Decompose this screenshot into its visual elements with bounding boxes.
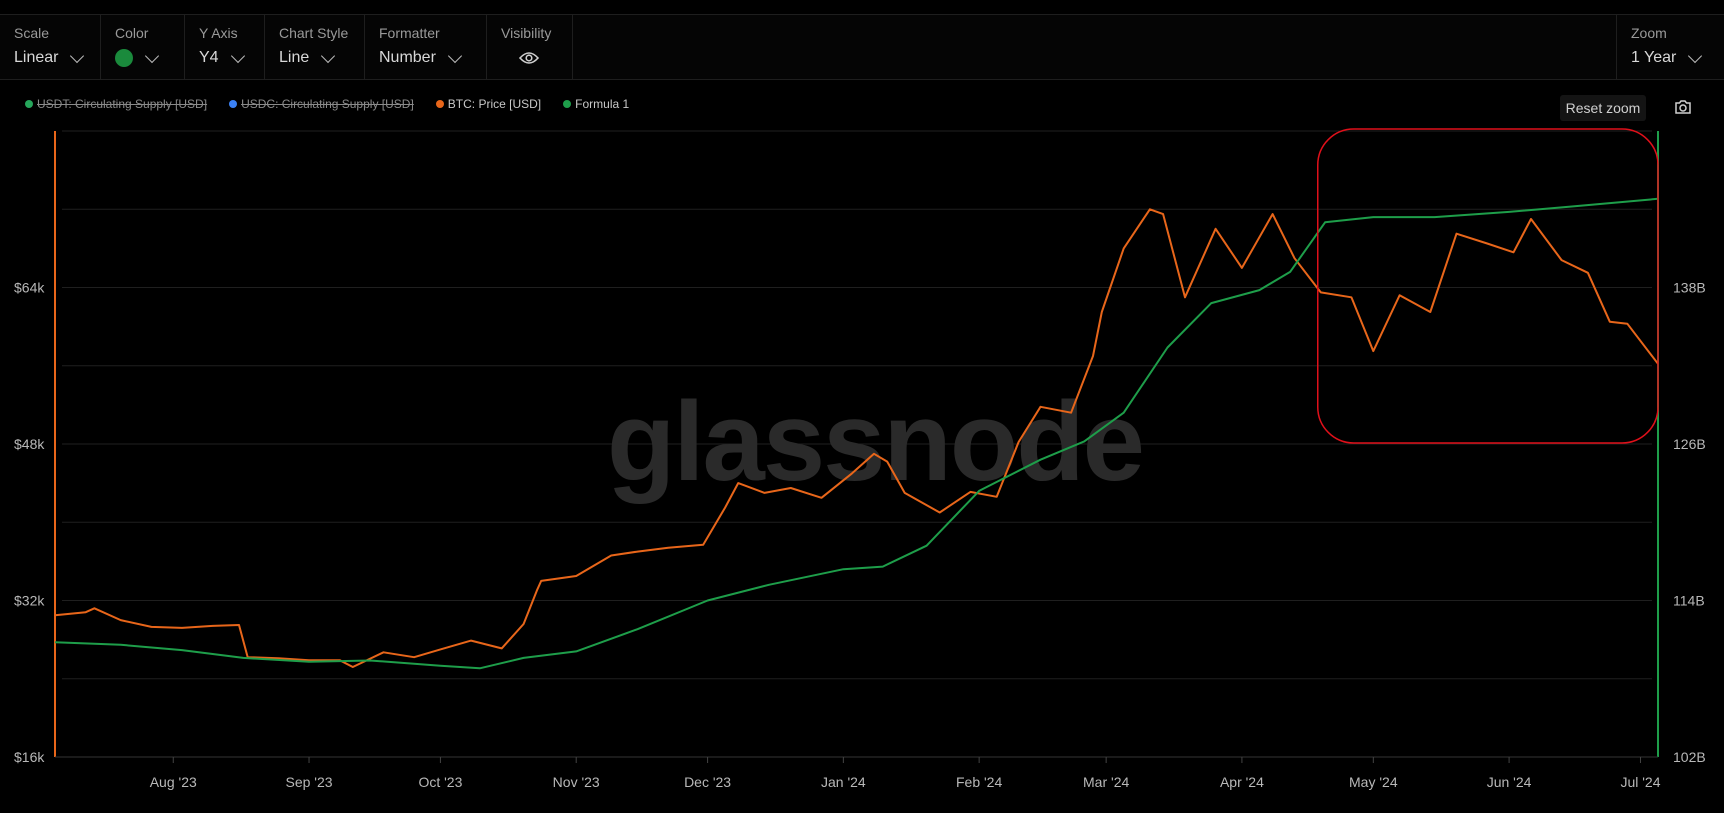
zoom-value: 1 Year xyxy=(1631,49,1677,66)
x-tick-label: Sep '23 xyxy=(286,774,333,790)
legend-item[interactable]: USDT: Circulating Supply [USD] xyxy=(25,96,207,112)
y-right-tick-label: 126B xyxy=(1673,436,1706,452)
chart-legend: USDT: Circulating Supply [USD] USDC: Circ… xyxy=(25,96,629,112)
color-selector[interactable]: Color xyxy=(101,15,185,79)
legend-dot-icon xyxy=(435,100,444,108)
reset-zoom-button[interactable]: Reset zoom xyxy=(1560,95,1646,121)
formatter-value: Number xyxy=(379,49,436,66)
y-axis-selector[interactable]: Y Axis Y4 xyxy=(185,15,265,79)
y-left-tick-label: $64k xyxy=(14,280,45,296)
legend-dot-icon xyxy=(563,100,572,108)
btc-price-line xyxy=(54,208,1659,668)
chart-style-selector[interactable]: Chart Style Line xyxy=(265,15,365,79)
legend-label: USDT: Circulating Supply [USD] xyxy=(37,97,208,111)
legend-label: Formula 1 xyxy=(575,97,630,111)
scale-value: Linear xyxy=(14,49,59,66)
chart-style-value: Line xyxy=(279,49,310,66)
y-left-tick-label: $32k xyxy=(14,593,45,609)
scale-selector[interactable]: Scale Linear xyxy=(0,15,101,79)
formula-1-line xyxy=(54,197,1659,670)
legend-item[interactable]: USDC: Circulating Supply [USD] xyxy=(229,96,414,112)
series-lines xyxy=(54,197,1659,670)
color-swatch xyxy=(115,49,133,67)
highlight-region xyxy=(1317,128,1659,444)
x-tick-label: Jan '24 xyxy=(821,774,866,790)
x-tick-label: Feb '24 xyxy=(956,774,1002,790)
legend-item[interactable]: Formula 1 xyxy=(563,96,629,112)
x-tick-label: Dec '23 xyxy=(684,774,731,790)
zoom-selector[interactable]: Zoom 1 Year xyxy=(1616,15,1724,79)
zoom-label: Zoom xyxy=(1631,25,1667,41)
y-left-tick-label: $16k xyxy=(14,749,45,765)
eye-icon xyxy=(519,52,539,64)
legend-dot-icon xyxy=(25,100,33,108)
camera-icon[interactable] xyxy=(1674,99,1692,115)
visibility-toggle[interactable]: Visibility xyxy=(487,15,573,79)
formatter-selector[interactable]: Formatter Number xyxy=(365,15,487,79)
y-axis-value: Y4 xyxy=(199,49,219,66)
visibility-label: Visibility xyxy=(501,25,552,41)
color-label: Color xyxy=(115,25,149,41)
legend-label: BTC: Price [USD] xyxy=(447,97,542,111)
y-axis-label: Y Axis xyxy=(199,25,238,41)
y-axis-ticks: $16k $32k $48k $64k 102B 114B 126B 138B xyxy=(14,280,1706,766)
x-axis-ticks: Aug '23 Sep '23 Oct '23 Nov '23 Dec '23 Jan '… xyxy=(150,757,1661,790)
x-tick-label: Jul '24 xyxy=(1620,774,1660,790)
x-tick-label: May '24 xyxy=(1349,774,1398,790)
chart-style-label: Chart Style xyxy=(279,25,349,41)
legend-label: USDC: Circulating Supply [USD] xyxy=(241,97,414,111)
legend-item[interactable]: BTC: Price [USD] xyxy=(435,96,542,112)
y-left-tick-label: $48k xyxy=(14,436,45,452)
x-tick-label: Apr '24 xyxy=(1220,774,1264,790)
y-right-tick-label: 102B xyxy=(1673,749,1706,765)
formatter-label: Formatter xyxy=(379,25,440,41)
legend-dot-icon xyxy=(229,100,238,108)
scale-label: Scale xyxy=(14,25,50,41)
y-right-tick-label: 138B xyxy=(1673,280,1706,296)
chart-toolbar: Scale Linear Color Y Axis Y4 Chart Style… xyxy=(0,14,1724,80)
x-tick-label: Nov '23 xyxy=(553,774,600,790)
x-tick-label: Mar '24 xyxy=(1083,774,1129,790)
watermark: glassnode xyxy=(607,379,1143,504)
x-tick-label: Oct '23 xyxy=(418,774,462,790)
y-right-tick-label: 114B xyxy=(1673,593,1705,609)
x-tick-label: Aug '23 xyxy=(150,774,197,790)
x-tick-label: Jun '24 xyxy=(1487,774,1532,790)
